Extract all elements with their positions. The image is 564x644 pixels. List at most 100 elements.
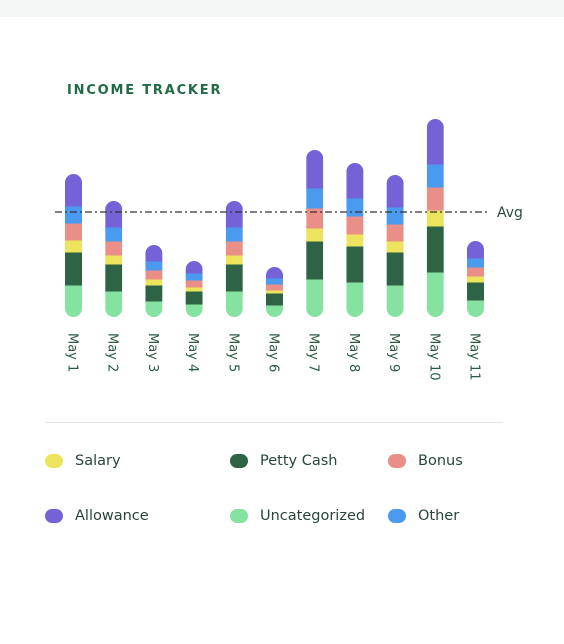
x-tick-label: May 3 [145,333,160,372]
x-tick-label: May 5 [225,333,240,372]
bar-segment-bonus [225,241,243,256]
legend-swatch [388,509,406,523]
bar-segment-other [306,188,324,209]
legend-label: Other [418,508,460,524]
bar-stack [65,174,82,317]
bar-segment-uncategorized [145,301,163,317]
bar-segment-salary [306,228,324,242]
bar-segment-uncategorized [225,291,243,317]
x-tick-label: May 2 [105,333,120,372]
legend-label: Allowance [75,508,149,524]
legend-item-allowance: Allowance [45,506,149,526]
bars-group [65,119,484,317]
bar-segment-salary [65,240,82,253]
bar-stack [145,245,163,317]
bar-segment-other [346,198,364,217]
x-tick-label: May 10 [426,333,441,381]
bar-segment-petty-cash [306,241,324,280]
bar-segment-uncategorized [185,304,203,317]
bar-segment-other [145,261,163,271]
x-tick-label: May 1 [65,333,80,372]
bar-segment-allowance [65,174,82,207]
bar-segment-salary [105,255,123,265]
bar-segment-other [266,278,283,285]
bar-stack [185,261,203,317]
x-tick-label: May 8 [346,333,361,372]
x-tick-label: May 6 [266,333,281,372]
bar-segment-other [467,258,484,268]
bar-segment-uncategorized [105,291,123,317]
x-tick-label: May 7 [306,333,321,372]
bar-stack [386,175,404,317]
bar-segment-other [105,227,123,242]
bar-segment-allowance [225,201,243,228]
x-tick-label: May 11 [467,333,482,381]
bar-stack [105,201,123,317]
bar-segment-petty-cash [105,264,123,292]
x-tick-label: May 9 [386,333,401,372]
bar-segment-bonus [266,284,283,291]
bar-segment-petty-cash [467,282,484,301]
bar-stack [426,119,444,317]
bar-segment-salary [145,279,163,286]
bar-segment-bonus [65,223,82,241]
bar-segment-other [386,207,404,225]
legend-label: Salary [75,453,121,469]
x-tick-label: May 4 [185,333,200,372]
bar-segment-uncategorized [467,300,484,317]
bar-segment-uncategorized [65,285,82,317]
bar-segment-petty-cash [185,291,203,305]
bar-stack [346,163,364,317]
top-band [0,0,564,17]
bar-segment-petty-cash [266,293,283,306]
bar-segment-bonus [145,270,163,280]
bar-segment-other [225,227,243,242]
bar-segment-bonus [386,224,404,242]
legend-swatch [45,454,63,468]
bar-segment-bonus [467,267,484,277]
bar-segment-allowance [467,241,484,259]
bar-segment-salary [386,241,404,253]
legend-label: Petty Cash [260,453,338,469]
bar-segment-uncategorized [306,279,324,317]
bar-segment-petty-cash [225,264,243,292]
bar-segment-petty-cash [346,246,364,283]
bar-segment-salary [225,255,243,265]
legend-swatch [45,509,63,523]
legend-swatch [230,509,248,523]
legend-item-bonus: Bonus [388,451,463,471]
bar-segment-petty-cash [145,285,163,302]
bar-segment-allowance [185,261,203,274]
bar-segment-other [65,206,82,224]
legend-item-uncategorized: Uncategorized [230,506,365,526]
bar-stack [225,201,243,317]
bar-segment-allowance [426,119,444,165]
bar-segment-allowance [386,175,404,208]
avg-label: Avg [497,205,523,221]
bar-segment-salary [346,234,364,247]
legend-item-other: Other [388,506,459,526]
legend-item-salary: Salary [45,451,121,471]
bar-segment-petty-cash [386,252,404,286]
bar-stack [467,241,484,317]
bar-segment-bonus [346,216,364,235]
bar-segment-bonus [306,208,324,229]
bar-segment-salary [266,290,283,294]
bar-segment-uncategorized [346,282,364,317]
x-tick-labels: May 1 May 2 May 3 May 4 May 5 May 6 May 7 May 8… [65,333,482,381]
bar-stack [266,267,283,317]
legend-item-petty-cash: Petty Cash [230,451,337,471]
legend-swatch [388,454,406,468]
bar-segment-allowance [266,267,283,279]
bar-segment-salary [426,210,444,227]
bar-segment-uncategorized [426,272,444,317]
legend-divider [45,422,503,423]
bar-segment-bonus [426,187,444,211]
legend-label: Bonus [418,453,463,469]
bar-segment-bonus [105,241,123,256]
bar-stack [306,150,324,317]
bar-segment-salary [467,276,484,283]
bar-segment-uncategorized [266,305,283,317]
bar-segment-allowance [306,150,324,189]
